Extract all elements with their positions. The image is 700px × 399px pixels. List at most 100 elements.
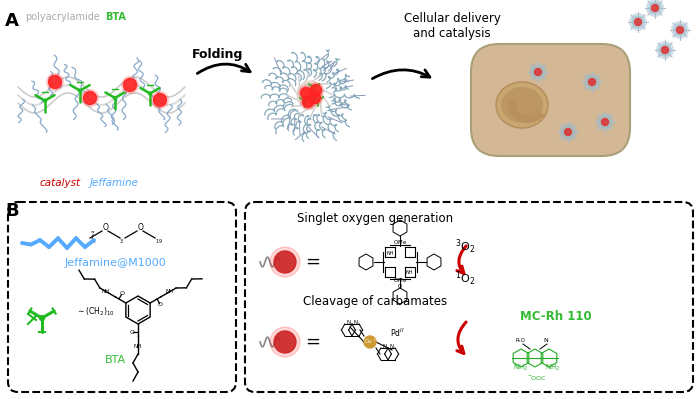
Text: NH: NH bbox=[386, 251, 394, 256]
FancyBboxPatch shape bbox=[471, 44, 630, 156]
Text: $_{19}$: $_{19}$ bbox=[155, 237, 163, 245]
Text: N: N bbox=[346, 320, 351, 324]
Circle shape bbox=[662, 47, 668, 53]
Text: O: O bbox=[130, 330, 134, 334]
Circle shape bbox=[274, 331, 296, 353]
Text: N: N bbox=[389, 344, 393, 348]
Text: $\mathsf{NH_2}$: $\mathsf{NH_2}$ bbox=[545, 363, 560, 373]
Circle shape bbox=[309, 83, 323, 97]
Circle shape bbox=[83, 91, 97, 105]
Text: NH: NH bbox=[102, 289, 110, 294]
Text: O: O bbox=[103, 223, 109, 233]
Circle shape bbox=[270, 247, 300, 277]
Circle shape bbox=[300, 87, 312, 99]
Text: $\mathsf{\tilde{(}_{l}}$: $\mathsf{\tilde{(}_{l}}$ bbox=[90, 230, 97, 246]
Circle shape bbox=[39, 316, 45, 320]
Text: $^3$O$_2$: $^3$O$_2$ bbox=[455, 238, 475, 257]
Circle shape bbox=[153, 93, 167, 107]
Text: O: O bbox=[138, 223, 144, 233]
Circle shape bbox=[562, 126, 574, 138]
Text: Cellular delivery
and catalysis: Cellular delivery and catalysis bbox=[404, 12, 500, 40]
Text: Cleavage of carbamates: Cleavage of carbamates bbox=[303, 295, 447, 308]
Text: N: N bbox=[543, 338, 547, 343]
Circle shape bbox=[596, 114, 613, 130]
Text: $_3$: $_3$ bbox=[119, 237, 124, 245]
Circle shape bbox=[601, 119, 608, 126]
Circle shape bbox=[632, 16, 644, 28]
Circle shape bbox=[535, 69, 542, 75]
Circle shape bbox=[586, 76, 598, 88]
Circle shape bbox=[307, 91, 323, 105]
Text: O: O bbox=[120, 291, 125, 296]
Text: Jeffamine: Jeffamine bbox=[90, 178, 139, 188]
Text: =: = bbox=[305, 253, 320, 271]
Circle shape bbox=[113, 97, 116, 99]
Text: catalyst: catalyst bbox=[40, 178, 81, 188]
Text: O: O bbox=[158, 302, 162, 307]
Text: $\mathsf{NH_2}$: $\mathsf{NH_2}$ bbox=[513, 363, 528, 373]
Circle shape bbox=[302, 97, 314, 107]
Circle shape bbox=[123, 79, 136, 91]
Circle shape bbox=[564, 128, 571, 136]
Text: N: N bbox=[354, 320, 358, 324]
Text: NH: NH bbox=[134, 344, 142, 350]
Text: Jeffamine@M1000: Jeffamine@M1000 bbox=[64, 258, 166, 268]
Text: BTA: BTA bbox=[105, 12, 126, 22]
Circle shape bbox=[309, 93, 321, 103]
Text: A: A bbox=[5, 12, 19, 30]
Circle shape bbox=[674, 24, 686, 36]
Text: Singlet oxygen generation: Singlet oxygen generation bbox=[297, 212, 453, 225]
Text: $\mathsf{OMe}$: $\mathsf{OMe}$ bbox=[393, 238, 407, 246]
Circle shape bbox=[671, 22, 688, 38]
Ellipse shape bbox=[297, 81, 323, 109]
Circle shape bbox=[634, 18, 641, 26]
Text: NH: NH bbox=[166, 289, 174, 294]
Circle shape bbox=[270, 327, 300, 357]
Circle shape bbox=[629, 14, 646, 30]
Ellipse shape bbox=[496, 82, 548, 128]
Circle shape bbox=[530, 63, 547, 81]
Circle shape bbox=[647, 0, 664, 16]
Text: $\mathsf{\sim}$$\mathsf{(CH_2)_{10}}$: $\mathsf{\sim}$$\mathsf{(CH_2)_{10}}$ bbox=[76, 306, 115, 318]
Text: R-O: R-O bbox=[515, 338, 525, 343]
Ellipse shape bbox=[501, 87, 543, 123]
Ellipse shape bbox=[300, 84, 320, 106]
Circle shape bbox=[659, 44, 671, 56]
Text: Folding: Folding bbox=[193, 48, 244, 61]
Circle shape bbox=[78, 89, 81, 92]
Circle shape bbox=[311, 85, 321, 95]
Text: =: = bbox=[305, 333, 320, 351]
Text: NH: NH bbox=[406, 270, 414, 275]
Circle shape bbox=[589, 79, 596, 85]
Text: polyacrylamide: polyacrylamide bbox=[25, 12, 100, 22]
Circle shape bbox=[559, 124, 576, 140]
Text: $\mathsf{OMe}$: $\mathsf{OMe}$ bbox=[393, 276, 407, 284]
Text: $\mathsf{O}$: $\mathsf{O}$ bbox=[397, 282, 403, 290]
Circle shape bbox=[151, 91, 169, 109]
Text: Pd$^{II}$: Pd$^{II}$ bbox=[390, 327, 405, 339]
Circle shape bbox=[46, 73, 64, 91]
Text: B: B bbox=[5, 202, 19, 220]
Circle shape bbox=[584, 73, 601, 91]
Circle shape bbox=[652, 4, 659, 12]
Text: Cu$^+$: Cu$^+$ bbox=[363, 338, 377, 346]
Circle shape bbox=[48, 75, 62, 89]
Circle shape bbox=[532, 66, 544, 78]
Text: $\mathsf{^{-}OOC}$: $\mathsf{^{-}OOC}$ bbox=[527, 374, 547, 382]
Text: BTA: BTA bbox=[104, 355, 125, 365]
Circle shape bbox=[364, 336, 376, 348]
Circle shape bbox=[676, 26, 683, 34]
Circle shape bbox=[148, 92, 151, 95]
Circle shape bbox=[649, 2, 661, 14]
Circle shape bbox=[81, 89, 99, 107]
Circle shape bbox=[599, 116, 611, 128]
Circle shape bbox=[657, 41, 673, 58]
Text: N: N bbox=[382, 344, 386, 348]
Circle shape bbox=[298, 85, 314, 101]
Text: MC-Rh 110: MC-Rh 110 bbox=[520, 310, 592, 323]
Circle shape bbox=[300, 95, 316, 109]
Circle shape bbox=[274, 251, 296, 273]
Text: $^1$O$_2$: $^1$O$_2$ bbox=[455, 270, 475, 288]
Circle shape bbox=[122, 77, 139, 93]
Circle shape bbox=[43, 99, 46, 102]
